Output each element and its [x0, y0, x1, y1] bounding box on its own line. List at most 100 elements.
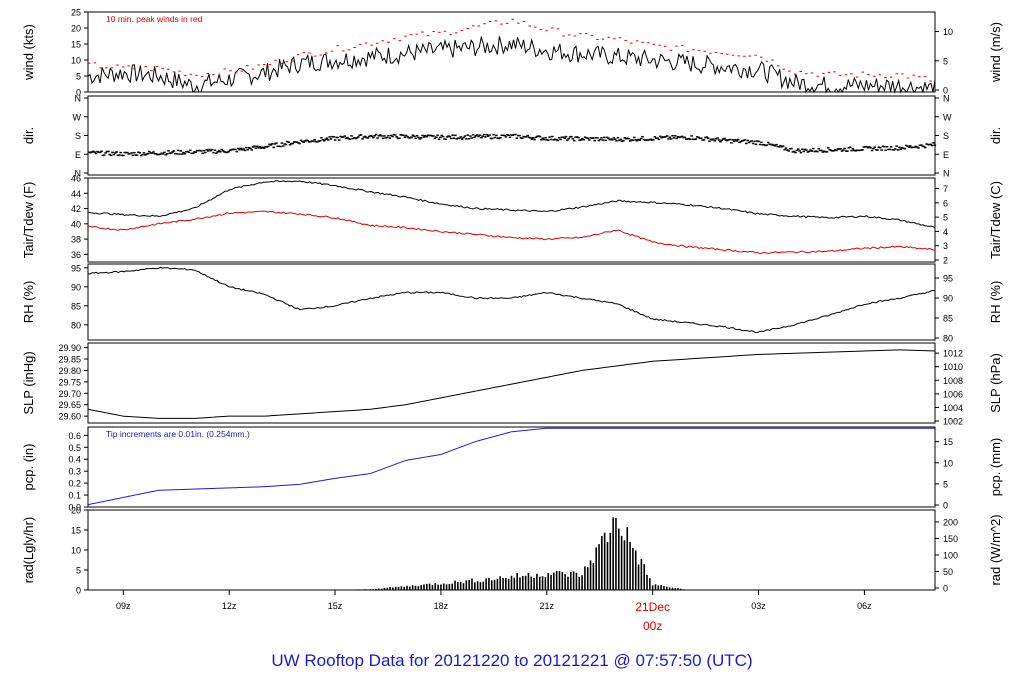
dir-point: [896, 149, 900, 151]
dir-point: [239, 147, 243, 150]
dir-point: [290, 142, 293, 145]
dir-point: [623, 137, 627, 139]
dir-point: [900, 146, 904, 149]
dir-point: [544, 137, 547, 139]
dir-point: [246, 148, 249, 151]
dir-point: [407, 137, 411, 139]
dir-point: [486, 135, 490, 137]
dir-point: [620, 140, 624, 143]
y-tick-label-right: 0: [943, 86, 948, 96]
dir-point: [262, 147, 266, 149]
dir-point: [913, 146, 916, 149]
dir-point: [578, 139, 581, 141]
y-tick-label: 46: [71, 174, 81, 184]
dir-point: [475, 134, 479, 136]
dir-point: [659, 135, 662, 138]
dir-point: [880, 149, 883, 151]
y-tick-label: 29.65: [58, 400, 81, 410]
dir-point: [807, 150, 811, 153]
dir-point: [777, 146, 781, 148]
dir-point: [135, 154, 139, 156]
dir-point: [611, 139, 614, 141]
dir-point: [592, 137, 595, 139]
dir-point: [111, 151, 114, 154]
dir-point: [112, 153, 116, 156]
dir-point: [363, 135, 367, 138]
dir-point: [168, 152, 172, 154]
dir-point: [873, 146, 877, 148]
dir-point: [674, 135, 677, 137]
dir-point: [725, 139, 729, 142]
dir-point: [741, 140, 744, 142]
dir-point: [850, 149, 853, 152]
dir-point: [236, 147, 240, 150]
dir-point: [275, 142, 278, 144]
y-tick-label: 0: [76, 586, 81, 596]
x-midnight-label: 00z: [643, 619, 662, 633]
dir-point: [150, 152, 154, 154]
dir-point: [425, 135, 428, 138]
dir-point: [828, 148, 831, 151]
dir-point: [753, 140, 756, 143]
dir-point: [802, 150, 805, 153]
dir-point: [294, 141, 297, 143]
dir-point: [454, 134, 457, 137]
dir-point: [148, 150, 151, 153]
dir-point: [884, 149, 887, 151]
dir-point: [698, 137, 702, 139]
dir-point: [377, 135, 381, 137]
dir-point: [118, 154, 121, 156]
dir-point: [564, 135, 568, 138]
dir-point: [608, 138, 611, 141]
dir-point: [381, 137, 385, 140]
dir-point: [209, 149, 213, 152]
dir-point: [787, 150, 790, 152]
dir-point: [772, 144, 775, 146]
dir-point: [208, 148, 211, 151]
dir-point: [801, 148, 804, 150]
dir-point: [525, 136, 528, 138]
dir-point: [128, 152, 132, 155]
y-tick-label-right: 200: [943, 517, 958, 527]
dir-point: [108, 153, 111, 156]
dir-point: [750, 140, 754, 142]
dir-point: [754, 143, 758, 146]
series-line: [87, 266, 936, 334]
dir-point: [687, 137, 691, 140]
panel-frame: [87, 426, 936, 508]
dir-point: [820, 149, 823, 152]
dir-point: [853, 149, 856, 152]
dir-point: [701, 139, 704, 141]
dir-point: [572, 139, 576, 142]
panel-frame: [87, 11, 936, 93]
dir-point: [693, 138, 696, 141]
dir-point: [742, 139, 745, 142]
dir-point: [198, 149, 202, 152]
dir-point: [633, 136, 636, 139]
dir-point: [529, 137, 532, 139]
dir-point: [402, 134, 405, 137]
dir-point: [530, 138, 534, 140]
dir-point: [333, 139, 337, 141]
dir-point: [404, 134, 408, 137]
dir-point: [105, 150, 109, 153]
y-tick-label: 0.0: [68, 503, 81, 513]
y-tick-label: 44: [71, 189, 81, 199]
dir-point: [456, 137, 460, 139]
dir-point: [450, 137, 453, 140]
dir-point: [538, 135, 542, 138]
dir-point: [510, 134, 513, 136]
dir-point: [773, 145, 777, 147]
dir-point: [421, 134, 424, 137]
dir-point: [354, 137, 357, 140]
dir-point: [646, 139, 650, 141]
y-axis-label: rad(Lgly/hr): [21, 517, 36, 583]
x-tick-label: 03z: [751, 601, 766, 611]
dir-point: [806, 151, 810, 153]
dir-point: [88, 151, 91, 154]
y-axis-label: wind (kts): [21, 24, 36, 81]
dir-point: [317, 140, 321, 142]
dir-point: [224, 151, 228, 154]
dir-point: [101, 154, 105, 157]
dir-point: [174, 152, 177, 155]
